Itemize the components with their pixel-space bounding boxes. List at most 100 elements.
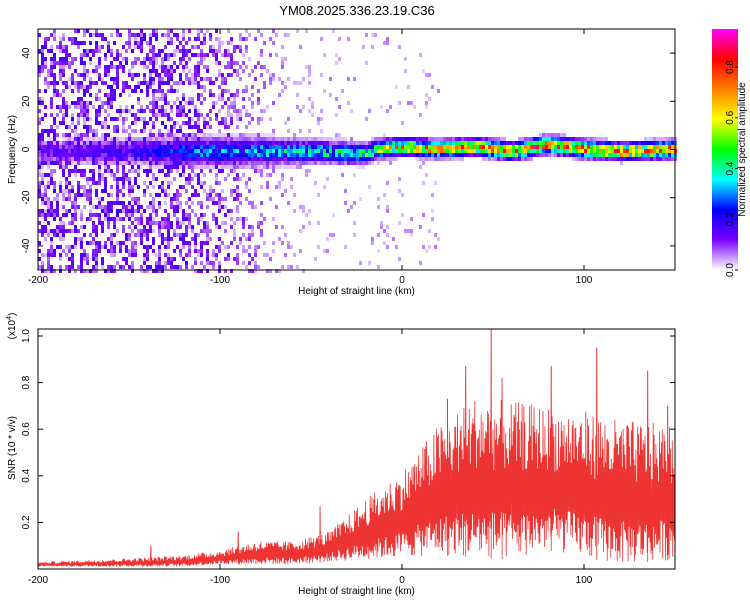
spectrogram-cell (59, 149, 62, 153)
spectrogram-cell (503, 157, 506, 161)
spectrogram-cell (182, 105, 185, 109)
spectrogram-cell (419, 157, 422, 161)
spectrogram-cell (47, 37, 50, 41)
spectrogram-cell (53, 85, 56, 89)
spectrogram-cell (182, 209, 185, 213)
spectrogram-cell (179, 133, 182, 137)
spectrogram-cell (584, 145, 587, 149)
spectrogram-cell (332, 149, 335, 153)
spectrogram-cell (254, 249, 257, 253)
spectrogram-cell (293, 193, 296, 197)
spectrogram-cell (428, 157, 431, 161)
spectrogram-cell (221, 121, 224, 125)
spectrogram-cell (86, 49, 89, 53)
spectrogram-cell (173, 193, 176, 197)
spectrogram-cell (158, 205, 161, 209)
spectrogram-cell (179, 237, 182, 241)
spectrogram-cell (206, 165, 209, 169)
spectrogram-cell (80, 253, 83, 257)
spectrogram-cell (215, 157, 218, 161)
spectrogram-cell (209, 189, 212, 193)
spectrogram-cell (425, 153, 428, 157)
spectrogram-cell (164, 57, 167, 61)
spectrogram-cell (89, 213, 92, 217)
spectrogram-cell (116, 241, 119, 245)
spectrogram-cell (83, 49, 86, 53)
spectrogram-cell (119, 157, 122, 161)
spectrogram-cell (164, 189, 167, 193)
spectrogram-cell (65, 153, 68, 157)
spectrogram-cell (248, 201, 251, 205)
spectrogram-cell (101, 157, 104, 161)
spectrogram-cell (374, 153, 377, 157)
spectrogram-cell (161, 141, 164, 145)
spectrogram-cell (368, 141, 371, 145)
spectrogram-cell (509, 157, 512, 161)
spectrogram-cell (176, 137, 179, 141)
spectrogram-cell (170, 197, 173, 201)
spectrogram-cell (428, 153, 431, 157)
spectrogram-cell (296, 145, 299, 149)
spectrogram-cell (260, 169, 263, 173)
spectrogram-cell (191, 177, 194, 181)
spectrogram-cell (125, 209, 128, 213)
spectrogram-cell (107, 165, 110, 169)
spectrogram-cell (155, 153, 158, 157)
spectrogram-cell (110, 101, 113, 105)
spectrogram-cell (200, 41, 203, 45)
spectrogram-cell (74, 173, 77, 177)
spectrogram-cell (230, 57, 233, 61)
spectrogram-cell (335, 161, 338, 165)
spectrogram-cell (656, 145, 659, 149)
spectrogram-cell (206, 149, 209, 153)
spectrogram-cell (410, 149, 413, 153)
spectrogram-cell (152, 93, 155, 97)
spectrogram-cell (254, 253, 257, 257)
spectrogram-cell (53, 153, 56, 157)
x-tick-label: -100 (210, 575, 230, 586)
x-tick-label: 100 (576, 575, 593, 586)
spectrogram-cell (59, 161, 62, 165)
spectrogram-cell (188, 177, 191, 181)
x-tick-label: 0 (399, 275, 405, 286)
spectrogram-cell (212, 201, 215, 205)
spectrogram-cell (284, 233, 287, 237)
spectrogram-cell (125, 149, 128, 153)
spectrogram-cell (395, 153, 398, 157)
spectrogram-cell (104, 157, 107, 161)
spectrogram-cell (98, 77, 101, 81)
spectrogram-cell (125, 153, 128, 157)
spectrogram-cell (272, 141, 275, 145)
spectrogram-cell (494, 157, 497, 161)
spectrogram-cell (482, 141, 485, 145)
spectrogram-cell (197, 121, 200, 125)
spectrogram-cell (389, 153, 392, 157)
spectrogram-cell (410, 137, 413, 141)
spectrogram-cell (92, 241, 95, 245)
spectrogram-cell (80, 141, 83, 145)
spectrogram-cell (200, 57, 203, 61)
spectrogram-cell (467, 149, 470, 153)
spectrogram-cell (197, 117, 200, 121)
spectrogram-cell (155, 261, 158, 265)
spectrogram-cell (95, 65, 98, 69)
spectrogram-cell (311, 157, 314, 161)
spectrogram-cell (71, 81, 74, 85)
spectrogram-cell (86, 189, 89, 193)
spectrogram-cell (335, 157, 338, 161)
spectrogram-cell (113, 221, 116, 225)
spectrogram-cell (185, 261, 188, 265)
spectrogram-cell (41, 181, 44, 185)
spectrogram-cell (116, 109, 119, 113)
spectrogram-cell (353, 149, 356, 153)
spectrogram-cell (389, 157, 392, 161)
spectrogram-cell (227, 53, 230, 57)
spectrogram-cell (236, 133, 239, 137)
spectrogram-cell (242, 61, 245, 65)
spectrogram-cell (155, 157, 158, 161)
spectrogram-cell (38, 153, 41, 157)
spectrogram-cell (242, 105, 245, 109)
spectrogram-cell (98, 57, 101, 61)
spectrogram-cell (83, 85, 86, 89)
spectrogram-cell (377, 265, 380, 269)
